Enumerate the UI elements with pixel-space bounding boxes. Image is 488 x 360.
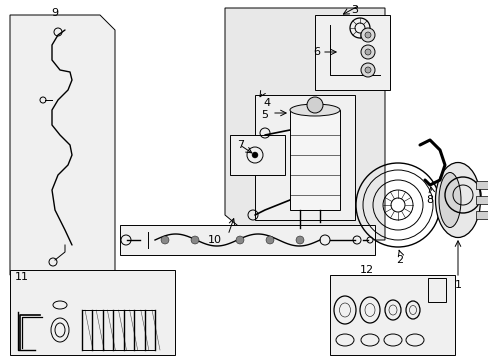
- Bar: [475, 211, 487, 219]
- Text: 11: 11: [15, 272, 29, 282]
- Polygon shape: [254, 95, 354, 220]
- Ellipse shape: [435, 162, 480, 238]
- Text: 6: 6: [312, 47, 319, 57]
- Polygon shape: [10, 15, 115, 275]
- Text: 1: 1: [453, 280, 461, 290]
- Circle shape: [295, 236, 304, 244]
- Text: 10: 10: [207, 235, 222, 245]
- Circle shape: [236, 236, 244, 244]
- Text: 5: 5: [261, 110, 267, 120]
- Bar: [475, 196, 487, 204]
- Bar: [289, 110, 339, 210]
- Polygon shape: [329, 275, 454, 355]
- Bar: [427, 278, 445, 302]
- Circle shape: [251, 152, 258, 158]
- Circle shape: [364, 32, 370, 38]
- Circle shape: [364, 49, 370, 55]
- Text: 9: 9: [51, 8, 59, 18]
- Bar: [475, 181, 487, 189]
- Bar: [120, 225, 374, 255]
- Bar: [229, 135, 285, 175]
- Polygon shape: [224, 8, 384, 240]
- Ellipse shape: [289, 104, 339, 116]
- Bar: [10, 270, 175, 355]
- Circle shape: [161, 236, 169, 244]
- Circle shape: [191, 236, 199, 244]
- Circle shape: [306, 97, 323, 113]
- Text: 3: 3: [351, 5, 358, 15]
- Text: 8: 8: [426, 195, 433, 205]
- Text: 7: 7: [237, 140, 244, 150]
- Circle shape: [360, 28, 374, 42]
- Text: 12: 12: [359, 265, 373, 275]
- Polygon shape: [314, 15, 389, 90]
- Text: 4: 4: [263, 98, 269, 108]
- Circle shape: [360, 63, 374, 77]
- Circle shape: [265, 236, 273, 244]
- Ellipse shape: [438, 172, 460, 228]
- Circle shape: [360, 45, 374, 59]
- Text: 2: 2: [396, 255, 403, 265]
- Circle shape: [364, 67, 370, 73]
